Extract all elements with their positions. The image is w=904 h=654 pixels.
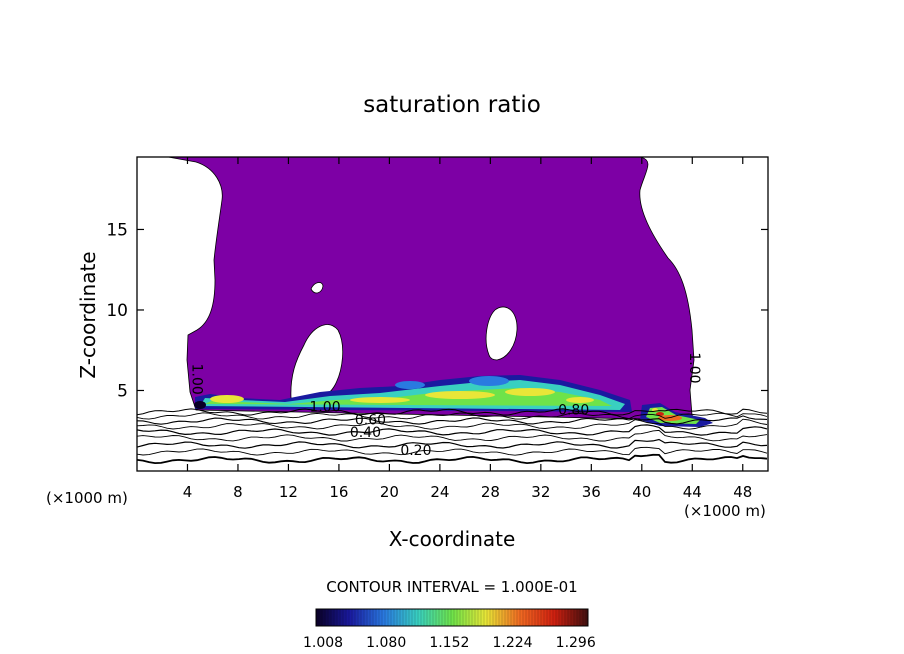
contour-labels: 1.00 1.00 1.00 0.80 0.600.40 0.20 [189,352,702,459]
x-tick-label: 48 [733,483,752,501]
colorbar-tick-label: 1.296 [556,635,596,651]
x-tick-label: 24 [430,483,449,501]
contour-line [137,408,768,416]
contour-line [137,453,768,465]
contour-label: 1.00 [309,399,340,415]
contour-line [137,424,768,436]
contour-line [137,446,768,456]
contour-line [137,415,768,425]
plot-frame [136,156,769,472]
chart-title: saturation ratio [363,92,541,118]
x-unit-left: (×1000 m) [46,489,128,507]
x-unit-right: (×1000 m) [684,502,766,520]
cloud-core [566,397,594,403]
contour-label: 0.80 [558,403,589,419]
contour-label: 1.00 [686,352,702,383]
y-tick-label: 10 [106,301,128,321]
x-tick-label: 40 [632,483,651,501]
cloud-core [425,391,495,399]
x-tick-label: 28 [481,483,500,501]
y-axis-ticks: 5 10 15 [106,220,768,401]
cloud-patch [469,376,509,386]
plot-area [137,157,768,465]
colorbar: 1.008 1.080 1.152 1.224 1.296 [303,608,596,651]
contour-line [137,412,768,420]
x-tick-label: 36 [582,483,601,501]
x-tick-label: 20 [380,483,399,501]
cloud-band [194,375,713,427]
cloud-core [210,395,244,403]
dry-pocket-center [485,306,518,361]
cloud-patch [395,381,425,389]
colorbar-tick-label: 1.008 [303,635,343,651]
x-tick-label: 4 [183,483,193,501]
x-tick-label: 16 [329,483,348,501]
contour-interval-text: CONTOUR INTERVAL = 1.000E-01 [326,578,577,596]
contour-label: 0.40 [350,425,381,441]
colorbar-tick-label: 1.224 [492,635,532,651]
supersaturation-region [167,157,696,421]
x-tick-label: 8 [233,483,243,501]
y-tick-label: 15 [106,220,128,240]
cloud-core [505,388,555,396]
colorbar-tick-label: 1.152 [429,635,469,651]
x-axis-label: X-coordinate [389,527,516,551]
contour-lines [137,408,768,465]
y-tick-label: 5 [117,381,128,401]
colorbar-tick-label: 1.080 [366,635,406,651]
contour-line [137,429,768,442]
contour-label: 0.60 [355,412,386,428]
x-tick-label: 32 [531,483,550,501]
contour-line [137,438,768,449]
cloud-edge [194,401,206,409]
contour-label: 1.00 [189,364,205,395]
y-axis-label: Z-coordinate [76,251,100,378]
colorbar-gradient [315,608,589,627]
cloud-core [350,397,410,403]
x-axis-ticks: 4 8 12 16 20 24 28 32 36 40 44 48 [183,157,752,501]
x-tick-label: 12 [279,483,298,501]
contour-line [137,418,768,430]
dry-pocket-small [310,282,324,294]
contour-label: 0.20 [400,443,431,459]
x-tick-label: 44 [683,483,702,501]
